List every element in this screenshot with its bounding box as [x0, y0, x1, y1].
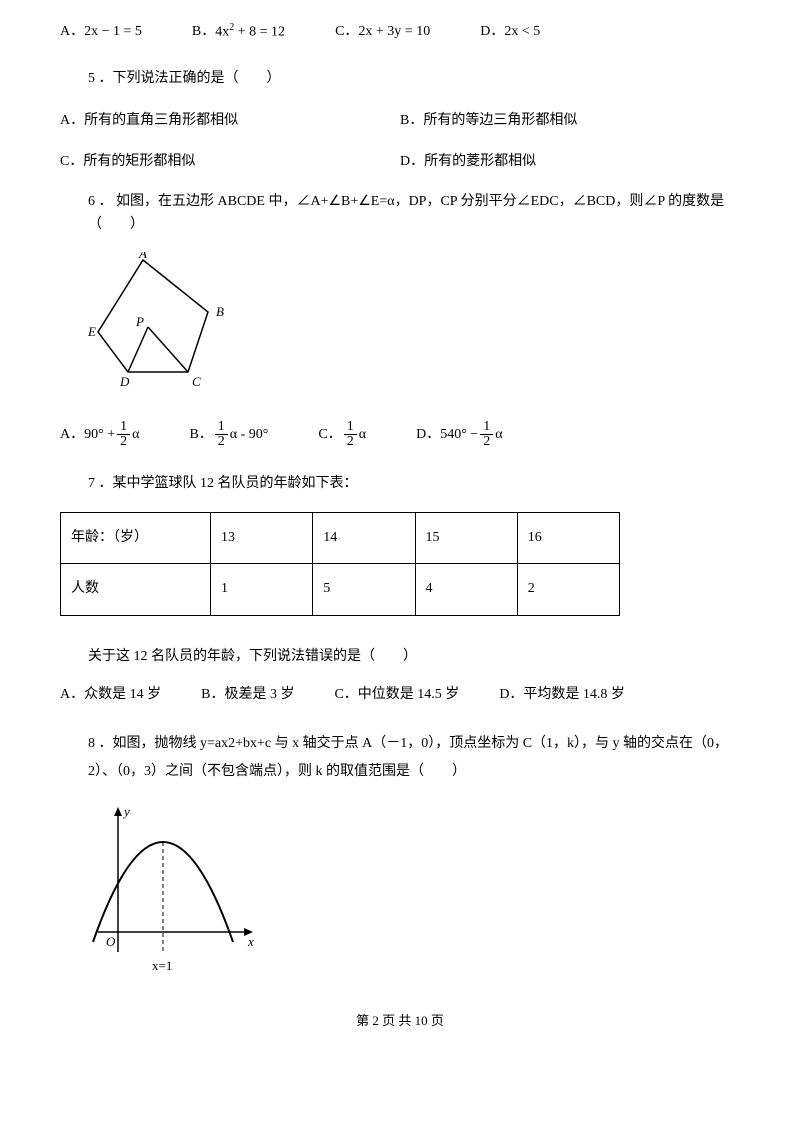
q7-opt-b: B．极差是 3 岁	[201, 684, 294, 706]
q6-opt-b: B． 12 α - 90°	[189, 420, 268, 449]
cell: 年龄：（岁）	[61, 512, 211, 563]
q4-opt-b: B． 4x2 + 8 = 12	[192, 20, 285, 44]
svg-text:A: A	[138, 252, 147, 261]
expr-part: 4x	[215, 25, 229, 40]
opt-expr: 2x − 1 = 5	[84, 21, 142, 43]
opt-expr: 2x < 5	[504, 21, 540, 43]
frac-num: 1	[344, 420, 357, 434]
q6-opt-d: D．540° − 12 α	[416, 420, 502, 449]
q4-options: A． 2x − 1 = 5 B． 4x2 + 8 = 12 C． 2x + 3y…	[60, 20, 740, 44]
q6-opt-a: A．90° + 12 α	[60, 420, 139, 449]
axis-x-label: x	[247, 934, 254, 949]
opt-pre: D．540° −	[416, 424, 478, 446]
opt-pre: A．90° +	[60, 424, 115, 446]
fraction: 12	[344, 420, 357, 449]
q6-stem: 6 ． 如图，在五边形 ABCDE 中，∠A+∠B+∠E=α，DP，CP 分别平…	[60, 191, 740, 236]
cell: 14	[313, 512, 415, 563]
q6-opt-c: C． 12 α	[318, 420, 366, 449]
q5-opt-d: D．所有的菱形都相似	[400, 151, 740, 173]
opt-post: α	[359, 424, 366, 446]
q4-opt-c: C． 2x + 3y = 10	[335, 20, 430, 44]
q5-opt-c: C．所有的矩形都相似	[60, 151, 400, 173]
fraction: 12	[117, 420, 130, 449]
opt-label: A．	[60, 21, 84, 43]
expr-part: + 8 = 12	[234, 25, 285, 40]
opt-label: C．	[335, 21, 358, 43]
cell: 人数	[61, 564, 211, 615]
q7-opt-c: C．中位数是 14.5 岁	[334, 684, 459, 706]
opt-label: B．	[192, 21, 215, 43]
table-row: 年龄：（岁） 13 14 15 16	[61, 512, 620, 563]
parabola-figure: y x O x=1	[88, 802, 740, 990]
frac-den: 2	[480, 434, 493, 449]
frac-num: 1	[215, 420, 228, 434]
pentagon-svg: A B C D E P	[88, 252, 238, 392]
q4-opt-a: A． 2x − 1 = 5	[60, 20, 142, 44]
q7-options: A．众数是 14 岁 B．极差是 3 岁 C．中位数是 14.5 岁 D．平均数…	[60, 684, 740, 706]
opt-post: α - 90°	[230, 424, 269, 446]
frac-den: 2	[215, 434, 228, 449]
cell: 5	[313, 564, 415, 615]
q6-options: A．90° + 12 α B． 12 α - 90° C． 12 α D．540…	[60, 420, 740, 449]
cell: 15	[415, 512, 517, 563]
table-row: 人数 1 5 4 2	[61, 564, 620, 615]
cell: 1	[211, 564, 313, 615]
opt-expr: 2x + 3y = 10	[358, 21, 430, 43]
q7-stem: 7 ．某中学篮球队 12 名队员的年龄如下表：	[60, 473, 740, 495]
svg-text:B: B	[216, 304, 224, 319]
frac-num: 1	[480, 420, 493, 434]
q5-stem-row: 5 ．下列说法正确的是（ ）	[60, 68, 740, 90]
q5-opt-a: A．所有的直角三角形都相似	[60, 110, 400, 132]
q7-post: 关于这 12 名队员的年龄，下列说法错误的是（ ）	[60, 646, 740, 668]
cell: 4	[415, 564, 517, 615]
cell: 2	[517, 564, 619, 615]
opt-pre: B．	[189, 424, 212, 446]
origin-label: O	[106, 934, 116, 949]
q7-opt-a: A．众数是 14 岁	[60, 684, 161, 706]
cell: 16	[517, 512, 619, 563]
pentagon-figure: A B C D E P	[88, 252, 740, 400]
opt-pre: C．	[318, 424, 341, 446]
opt-post: α	[132, 424, 139, 446]
svg-text:P: P	[135, 314, 144, 329]
q5-opts-row2: C．所有的矩形都相似 D．所有的菱形都相似	[60, 151, 740, 173]
frac-num: 1	[117, 420, 130, 434]
parabola-svg: y x O x=1	[88, 802, 268, 982]
q8-stem: 8 ．如图，抛物线 y=ax2+bx+c 与 x 轴交于点 A（－1，0），顶点…	[60, 730, 740, 786]
opt-label: D．	[480, 21, 504, 43]
frac-den: 2	[117, 434, 130, 449]
opt-expr: 4x2 + 8 = 12	[215, 20, 285, 44]
opt-post: α	[495, 424, 502, 446]
q4-opt-d: D． 2x < 5	[480, 20, 540, 44]
cell: 13	[211, 512, 313, 563]
svg-text:D: D	[119, 374, 130, 389]
q7-table: 年龄：（岁） 13 14 15 16 人数 1 5 4 2	[60, 512, 620, 616]
fraction: 12	[480, 420, 493, 449]
q5-opt-b: B．所有的等边三角形都相似	[400, 110, 740, 132]
frac-den: 2	[344, 434, 357, 449]
svg-text:E: E	[88, 324, 96, 339]
fraction: 12	[215, 420, 228, 449]
page-footer: 第 2 页 共 10 页	[60, 1011, 740, 1032]
axis-y-label: y	[122, 804, 130, 819]
q5-stem: 5 ．下列说法正确的是（ ）	[88, 71, 281, 86]
q7-opt-d: D．平均数是 14.8 岁	[499, 684, 625, 706]
q5-opts-row1: A．所有的直角三角形都相似 B．所有的等边三角形都相似	[60, 110, 740, 132]
vline-label: x=1	[152, 958, 172, 973]
svg-text:C: C	[192, 374, 201, 389]
